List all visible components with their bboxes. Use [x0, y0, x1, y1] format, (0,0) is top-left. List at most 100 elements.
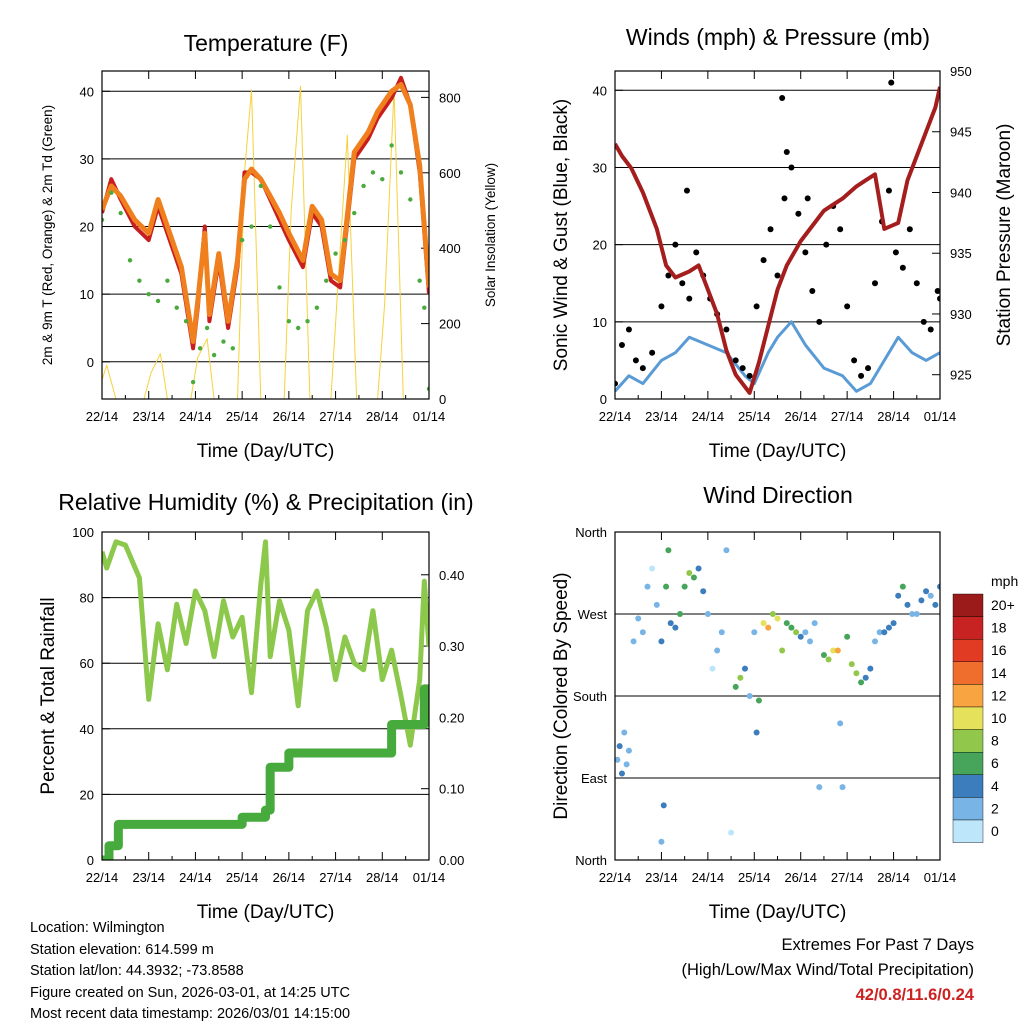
wind-direction-point: [639, 629, 646, 636]
x-tick-label: 01/14: [413, 409, 446, 424]
x-tick-label: 26/14: [273, 870, 306, 885]
series-gust-point: [858, 372, 865, 379]
wind-direction-point: [899, 583, 906, 590]
plot-frame: [101, 70, 430, 400]
wind-direction-point: [918, 597, 925, 604]
y-tick-label: 0: [87, 355, 94, 370]
extremes-summary: Extremes For Past 7 Days (High/Low/Max W…: [681, 933, 974, 1008]
y2-tick-label: 925: [950, 368, 972, 383]
chart-title: Relative Humidity (%) & Precipitation (i…: [58, 489, 473, 515]
y-tick-label: 10: [593, 315, 607, 330]
plot-area: [615, 547, 940, 845]
wind-direction-point: [783, 620, 790, 627]
wind-direction-point: [885, 624, 892, 631]
wind-direction-point: [834, 647, 841, 654]
wind-direction-point: [728, 829, 735, 836]
y2-tick-label: 0.00: [439, 853, 464, 868]
wind-direction-point: [913, 611, 920, 617]
wind-direction-point: [665, 547, 672, 554]
series-gust-point: [899, 264, 906, 271]
wind-direction-point: [677, 611, 683, 617]
wind-direction-point: [746, 693, 753, 699]
x-tick-label: 28/14: [366, 409, 399, 424]
y-axis-label: Direction (Colored By Speed): [551, 572, 572, 819]
series-9m-t: [102, 82, 429, 344]
figure-created: Figure created on Sun, 2026-03-01, at 14…: [30, 984, 350, 1001]
wind-direction-point: [635, 615, 642, 622]
plot-frame: [614, 70, 941, 400]
series-gust-point: [739, 365, 746, 372]
series-gust-point: [665, 272, 672, 279]
y-axis-label: Sonic Wind & Gust (Blue, Black): [551, 99, 572, 371]
wind-direction-point: [932, 601, 939, 608]
y2-tick-label: 200: [439, 317, 461, 332]
series-2m-td-point: [249, 224, 254, 229]
series-gust-point: [625, 326, 632, 333]
series-total-precipitation-line: [102, 684, 429, 860]
series-2m-td-point: [380, 177, 385, 182]
colorbar-swatch: [952, 639, 984, 663]
x-tick-label: 27/14: [831, 409, 864, 424]
wind-direction-point: [625, 747, 632, 754]
series-gust-point: [746, 372, 753, 379]
colorbar-unit-label: mph: [991, 573, 1018, 589]
y2-tick-label: 0.30: [439, 639, 464, 654]
x-tick-label: 28/14: [877, 409, 910, 424]
wind-direction-point: [797, 633, 804, 640]
series-solar-insolation: [102, 85, 429, 399]
series-2m-td-point: [118, 210, 123, 216]
series-2m-td-point: [342, 237, 348, 243]
x-tick-label: 01/14: [924, 870, 957, 885]
series-gust-point: [767, 226, 774, 233]
series-gust-point: [837, 226, 844, 233]
series-gust-point: [920, 318, 927, 325]
wind-direction-point: [872, 638, 878, 645]
series-gust-point: [844, 303, 851, 310]
wind-direction-point: [742, 665, 748, 672]
series-2m-td-point: [267, 224, 273, 229]
chart-title: Wind Direction: [703, 482, 853, 508]
colorbar-swatch: [952, 729, 984, 753]
series-2m-td: [102, 143, 429, 392]
wind-direction-point: [816, 784, 823, 791]
series-gust-point: [649, 349, 656, 356]
series-gust-point: [851, 357, 858, 364]
wind-direction-point: [660, 802, 667, 809]
y2-tick-label: 0: [439, 392, 446, 407]
x-tick-label: 24/14: [692, 409, 725, 424]
series-2m-td-point: [361, 183, 366, 189]
wind-direction-point: [830, 647, 837, 654]
colorbar-swatch: [952, 819, 984, 843]
y-tick-label: 60: [80, 656, 94, 671]
wind-direction-point: [630, 638, 637, 645]
series-2m-td-point: [211, 352, 217, 358]
series-2m-td-point: [155, 298, 161, 304]
series-gust-point: [795, 210, 802, 217]
wind-direction-point: [667, 620, 674, 627]
wind-direction-point: [802, 629, 809, 636]
station-elevation: Station elevation: 614.599 m: [30, 941, 214, 958]
x-axis-label: Time (Day/UTC): [709, 441, 847, 462]
wind-direction-point: [695, 565, 702, 572]
wind-direction-point: [690, 574, 697, 581]
wind-direction-point: [844, 633, 851, 640]
colorbar-tick-label: 6: [991, 755, 999, 771]
y-tick-label: South: [573, 689, 607, 704]
y-tick-label: West: [578, 607, 608, 622]
colorbar-tick-label: 20+: [991, 597, 1015, 613]
wind-direction-point: [714, 647, 721, 654]
wind-direction-point: [653, 601, 660, 608]
colorbar-swatch: [952, 774, 984, 798]
x-tick-label: 24/14: [179, 870, 212, 885]
colorbar-tick-label: 16: [991, 642, 1007, 658]
y2-tick-label: 0.10: [439, 782, 464, 797]
y2-tick-label: 930: [950, 307, 972, 322]
x-tick-label: 27/14: [831, 870, 864, 885]
x-tick-label: 25/14: [226, 409, 259, 424]
wind-direction-point: [811, 620, 818, 627]
y2-tick-label: 400: [439, 241, 461, 256]
series-2m-td-point: [286, 319, 292, 324]
wind-direction-point: [765, 624, 772, 631]
wind-direction-point: [769, 611, 776, 617]
